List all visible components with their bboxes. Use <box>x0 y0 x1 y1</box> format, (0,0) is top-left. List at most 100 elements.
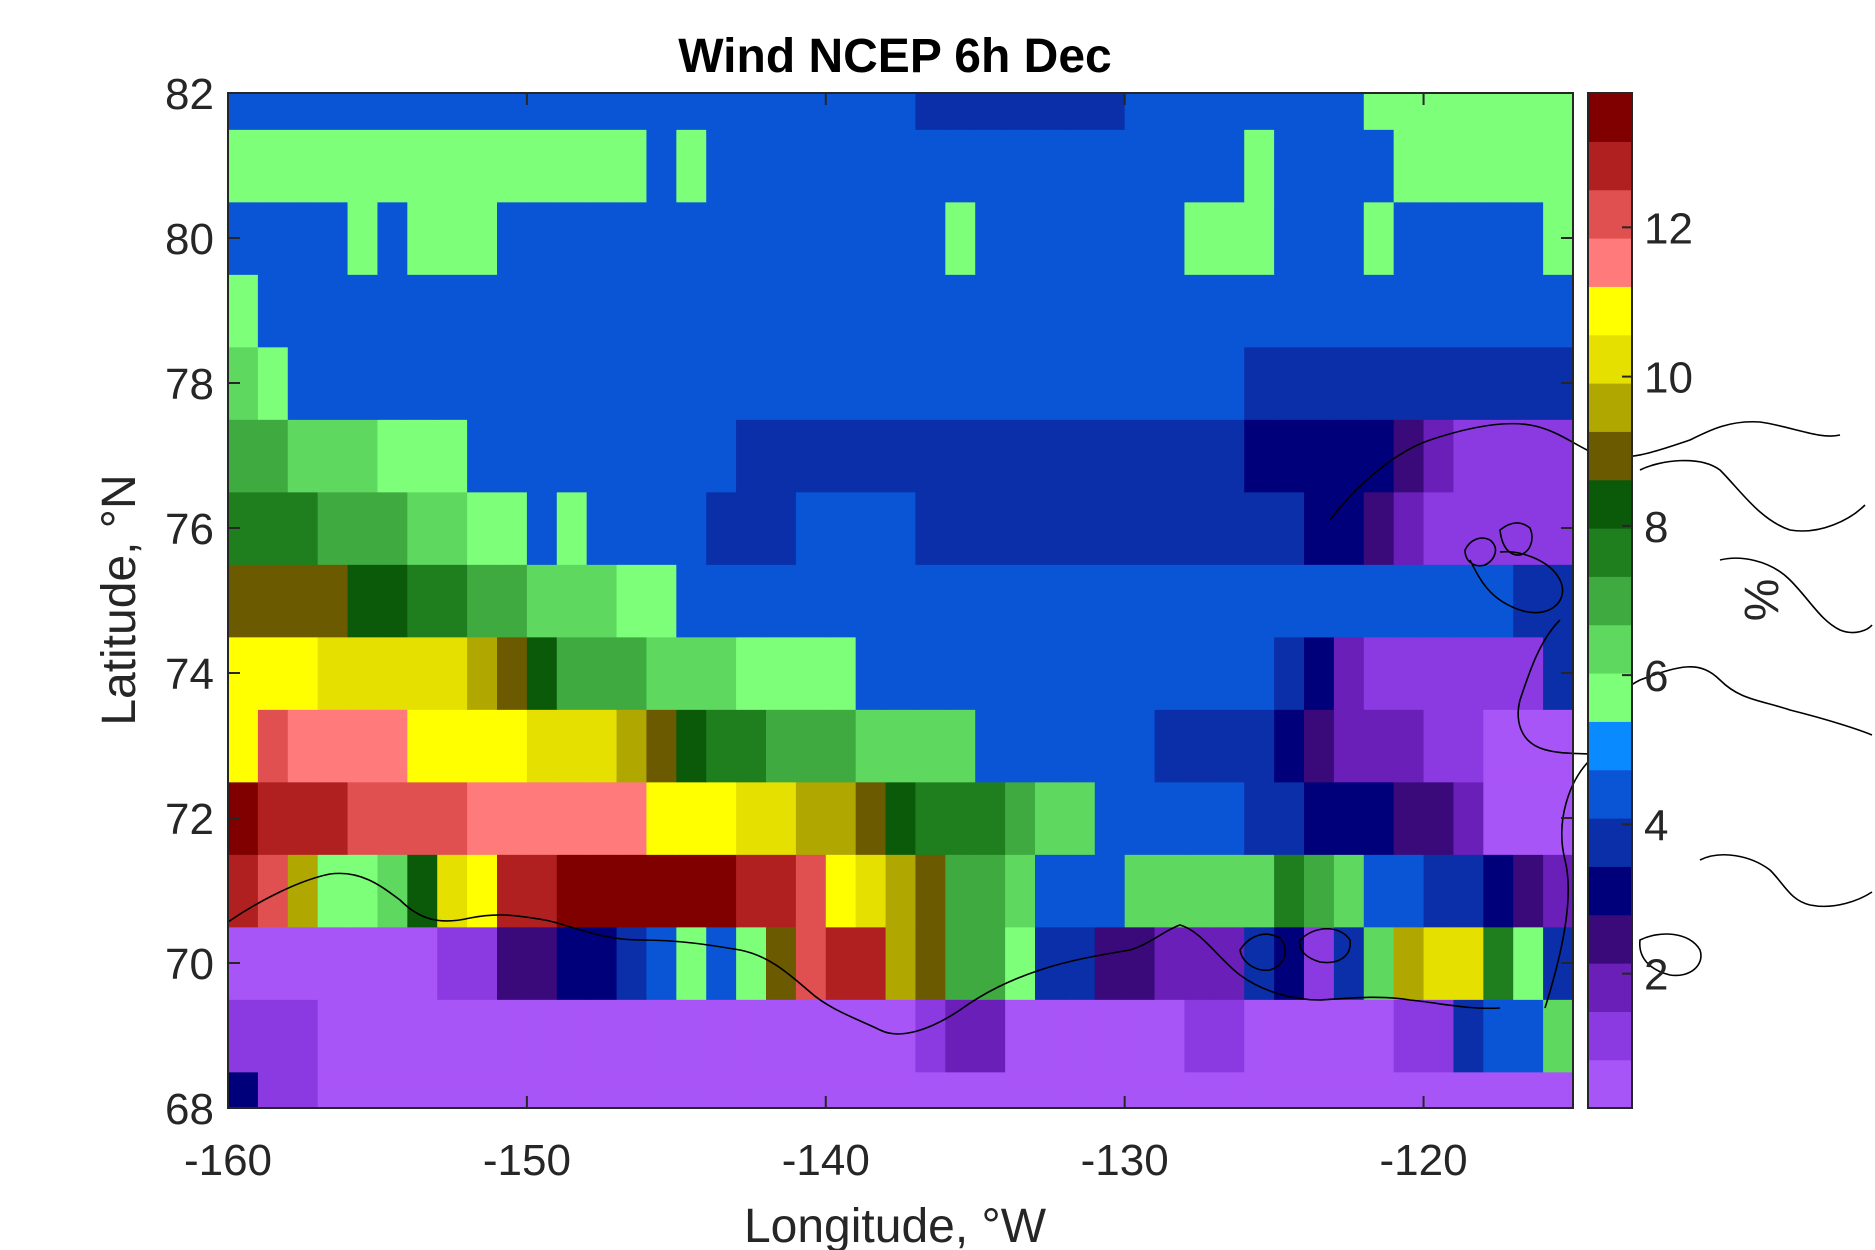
heatmap-cell <box>1483 1071 1514 1109</box>
heatmap-cell <box>347 201 379 275</box>
heatmap-cell <box>1035 346 1066 420</box>
heatmap-cell <box>1453 346 1484 420</box>
heatmap-cell <box>855 129 887 203</box>
heatmap-cell <box>1154 999 1186 1073</box>
heatmap-cell <box>1274 781 1305 855</box>
heatmap-cell <box>1124 781 1156 855</box>
heatmap-cell <box>1363 854 1395 928</box>
heatmap-cell <box>1005 201 1036 275</box>
heatmap-cell <box>1094 999 1126 1073</box>
heatmap-cell <box>1304 564 1335 638</box>
heatmap-cell <box>1483 419 1514 493</box>
heatmap-cell <box>915 636 946 710</box>
heatmap-cell <box>1513 419 1544 493</box>
colorbar-tick-label: 8 <box>1644 503 1668 552</box>
heatmap-cell <box>1154 854 1186 928</box>
heatmap-cell <box>795 419 827 493</box>
heatmap-cell <box>1483 999 1514 1073</box>
heatmap-cell <box>945 93 976 130</box>
heatmap-cell <box>1094 419 1126 493</box>
heatmap-cell <box>975 926 1006 1000</box>
heatmap-cell <box>1304 1071 1335 1109</box>
heatmap-cell <box>1333 564 1365 638</box>
heatmap-cell <box>1304 926 1335 1000</box>
heatmap-cell <box>1064 854 1096 928</box>
heatmap-cell <box>1483 709 1514 783</box>
heatmap-cell <box>945 1071 976 1109</box>
heatmap-cell <box>1184 854 1215 928</box>
heatmap-cell <box>885 709 917 783</box>
heatmap-cell <box>257 346 289 420</box>
heatmap-cell <box>437 999 468 1073</box>
colorbar-segment <box>1588 286 1632 336</box>
heatmap-cell <box>825 926 857 1000</box>
heatmap-cell <box>676 636 707 710</box>
heatmap-cell <box>945 201 976 275</box>
heatmap-cell <box>1513 999 1544 1073</box>
heatmap-cell <box>497 419 528 493</box>
heatmap-cell <box>1124 93 1156 130</box>
heatmap-cell <box>885 93 917 130</box>
heatmap-cell <box>885 636 917 710</box>
heatmap-cell <box>556 636 588 710</box>
heatmap-cell <box>1035 781 1066 855</box>
colorbar-ticks: 2 4 6 8 10 12 <box>1622 204 1693 1000</box>
coastline-island-8 <box>1719 557 1873 634</box>
heatmap-cell <box>586 1071 618 1109</box>
heatmap-cell <box>1274 1071 1305 1109</box>
heatmap-cell <box>317 781 349 855</box>
x-axis-label: Longitude, °W <box>744 1200 1047 1250</box>
heatmap-cell <box>287 781 319 855</box>
colorbar-tick-label: 12 <box>1644 204 1693 253</box>
heatmap-cell <box>1154 274 1186 348</box>
heatmap-cell <box>586 93 618 130</box>
heatmap-cell <box>825 781 857 855</box>
heatmap-cell <box>317 564 349 638</box>
heatmap-cell <box>1035 129 1066 203</box>
colorbar <box>1587 92 1633 1109</box>
heatmap-cell <box>377 274 408 348</box>
heatmap-cell <box>825 709 857 783</box>
heatmap-cell <box>1423 274 1455 348</box>
colorbar-segment <box>1588 721 1632 771</box>
heatmap-cell <box>1244 274 1275 348</box>
heatmap-cell <box>1064 709 1096 783</box>
colorbar-segment <box>1588 334 1632 384</box>
heatmap-cell <box>1035 93 1066 130</box>
colorbar-segment <box>1588 238 1632 287</box>
heatmap-cell <box>646 999 677 1073</box>
heatmap-cell <box>347 564 379 638</box>
colorbar-frame <box>1587 92 1633 1109</box>
heatmap-cell <box>1274 274 1305 348</box>
heatmap-cell <box>556 419 588 493</box>
heatmap-cell <box>1453 999 1484 1073</box>
heatmap-cell <box>616 781 648 855</box>
heatmap-cell <box>407 564 438 638</box>
heatmap-cell <box>1393 781 1425 855</box>
heatmap-cell <box>1453 781 1484 855</box>
heatmap-cell <box>825 346 857 420</box>
heatmap-cell <box>526 129 558 203</box>
heatmap-cell <box>885 201 917 275</box>
heatmap-cell <box>945 781 976 855</box>
heatmap-cell <box>1513 1071 1544 1109</box>
heatmap-cell <box>1274 999 1305 1073</box>
heatmap-cell <box>945 854 976 928</box>
heatmap-cell <box>766 346 797 420</box>
heatmap-cell <box>1333 129 1365 203</box>
x-tick-label: -160 <box>184 1136 272 1185</box>
heatmap-cell <box>467 709 498 783</box>
coastline-island-10 <box>1298 928 1351 964</box>
heatmap-cell <box>1304 346 1335 420</box>
heatmap-cell <box>526 201 558 275</box>
heatmap-cell <box>616 201 648 275</box>
heatmap-cell <box>497 636 528 710</box>
heatmap-cell <box>616 129 648 203</box>
heatmap-cell <box>706 346 737 420</box>
heatmap-cell <box>497 564 528 638</box>
heatmap-cell <box>556 1071 588 1109</box>
heatmap-cell <box>1035 709 1066 783</box>
heatmap-cell <box>1453 129 1484 203</box>
heatmap-cell <box>556 129 588 203</box>
heatmap-cell <box>526 1071 558 1109</box>
